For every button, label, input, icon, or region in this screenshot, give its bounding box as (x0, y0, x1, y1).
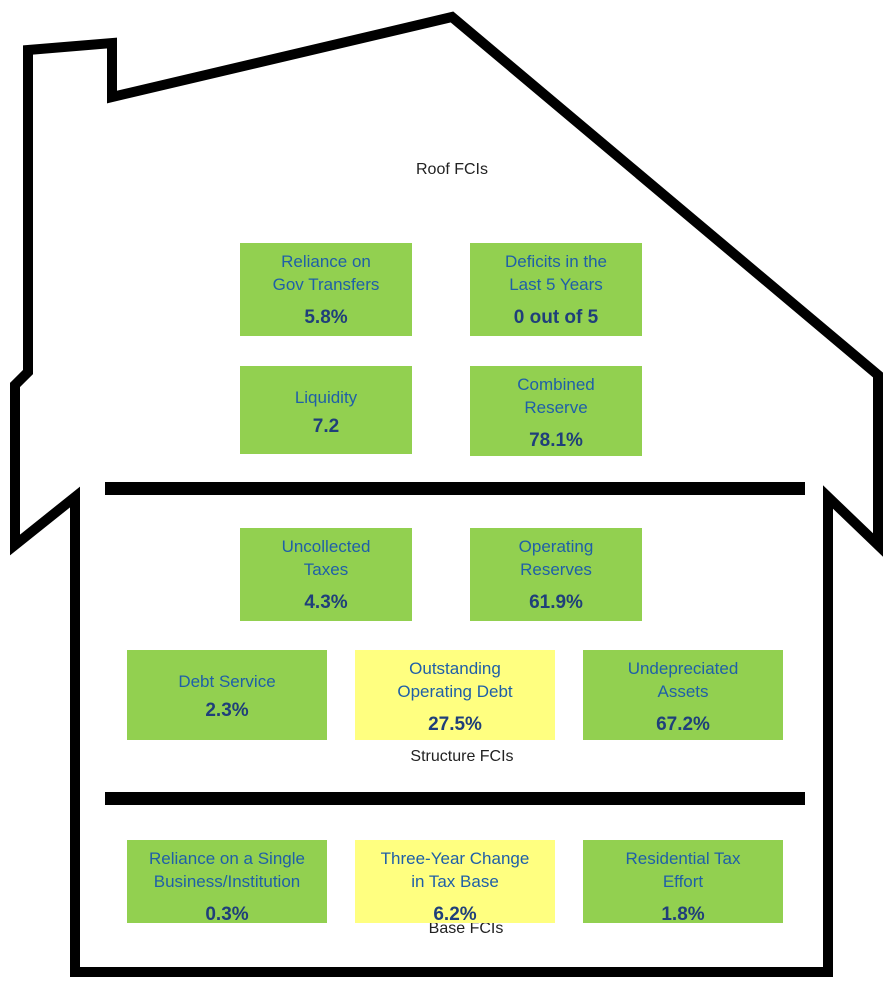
indicator-label: in Tax Base (411, 872, 499, 891)
indicator-value: 0 out of 5 (514, 307, 599, 328)
indicator-label: Three-Year Change (381, 849, 530, 868)
indicator-label: Combined (517, 375, 595, 394)
indicator-label: Reliance on (281, 252, 371, 271)
indicator-box (240, 243, 412, 336)
indicator-label: Outstanding (409, 659, 501, 678)
section-label: Roof FCIs (416, 161, 488, 178)
indicator-label: Uncollected (282, 537, 371, 556)
indicator-label: Effort (663, 872, 704, 891)
indicator-box (470, 528, 642, 621)
indicator-label: Reserves (520, 560, 592, 579)
indicator-value: 6.2% (433, 904, 476, 925)
floor-divider (105, 482, 805, 495)
indicator-value: 0.3% (205, 904, 248, 925)
indicator-value: 67.2% (656, 714, 710, 735)
indicator-value: 2.3% (205, 700, 248, 721)
indicator-label: Assets (657, 682, 708, 701)
indicator-value: 5.8% (304, 307, 347, 328)
indicator-label: Residential Tax (626, 849, 741, 868)
indicator-box (127, 840, 327, 923)
indicator-label: Last 5 Years (509, 275, 603, 294)
indicator-label: Debt Service (178, 672, 275, 691)
indicator-label: Undepreciated (628, 659, 739, 678)
indicator-label: Business/Institution (154, 872, 300, 891)
indicator-box (470, 366, 642, 456)
indicator-box (355, 650, 555, 740)
indicator-box (583, 840, 783, 923)
floor-divider (105, 792, 805, 805)
indicator-value: 78.1% (529, 430, 583, 451)
indicator-value: 61.9% (529, 592, 583, 613)
indicator-box (583, 650, 783, 740)
indicator-box (127, 650, 327, 740)
indicator-box (355, 840, 555, 923)
indicator-value: 27.5% (428, 714, 482, 735)
indicator-value: 1.8% (661, 904, 704, 925)
indicator-label: Taxes (304, 560, 348, 579)
indicator-value: 7.2 (313, 416, 339, 437)
section-label: Structure FCIs (410, 748, 513, 765)
indicator-label: Liquidity (295, 388, 358, 407)
indicator-label: Reserve (524, 398, 587, 417)
indicator-box (470, 243, 642, 336)
indicator-label: Operating Debt (397, 682, 513, 701)
section-label: Base FCIs (429, 920, 504, 937)
indicator-box (240, 528, 412, 621)
indicator-label: Deficits in the (505, 252, 607, 271)
indicator-value: 4.3% (304, 592, 347, 613)
indicator-label: Gov Transfers (273, 275, 380, 294)
indicator-label: Operating (519, 537, 594, 556)
indicator-box (240, 366, 412, 454)
indicator-label: Reliance on a Single (149, 849, 305, 868)
